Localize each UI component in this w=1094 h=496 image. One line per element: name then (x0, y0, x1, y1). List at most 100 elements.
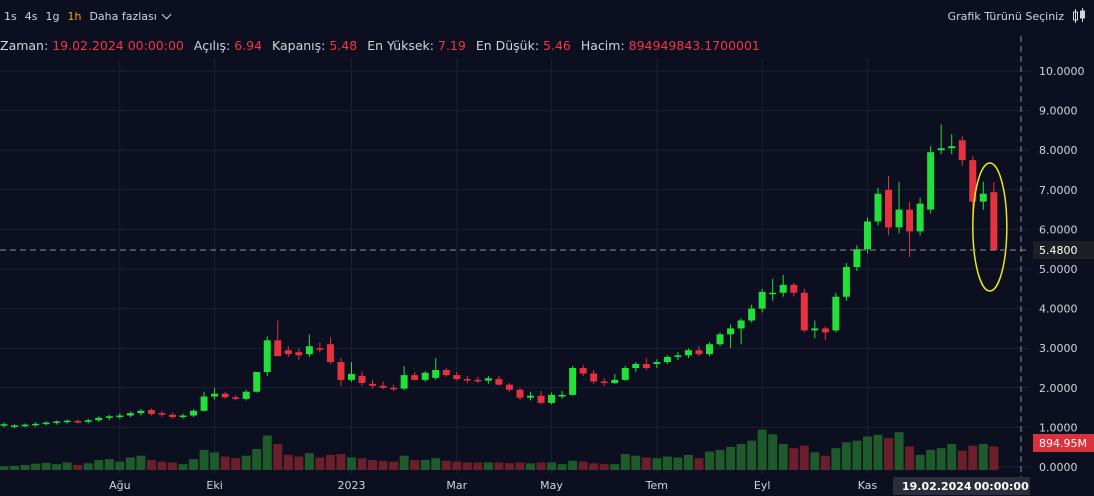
volume-bar (862, 436, 872, 470)
candle-body (263, 340, 271, 372)
volume-bar (873, 434, 883, 470)
candle-body (200, 396, 208, 411)
candle-body (474, 379, 482, 382)
volume-bar (978, 443, 988, 470)
volume-bar (641, 457, 651, 470)
volume-bar (705, 451, 715, 470)
candle-body (737, 320, 745, 329)
candle-body (979, 193, 987, 202)
candle-body (853, 249, 861, 268)
candle-body (727, 328, 735, 335)
candle-body (116, 415, 124, 418)
volume-bar (936, 448, 946, 470)
volume-label: Hacim: (580, 38, 625, 53)
candle-body (842, 267, 850, 297)
candle-body (63, 420, 71, 423)
volume-bar (526, 463, 535, 470)
volume-bar (41, 462, 51, 470)
volume-bar (915, 454, 925, 470)
candle-body (53, 421, 61, 423)
volume-bar (610, 464, 620, 470)
interval-1h[interactable]: 1h (67, 9, 82, 23)
candle-body (906, 209, 914, 232)
y-axis-tick-label: 6.0000 (1039, 223, 1078, 236)
interval-1s[interactable]: 1s (4, 9, 17, 23)
chart-type-selector[interactable]: Grafik Türünü Seçiniz (948, 8, 1086, 24)
volume-bar (557, 464, 567, 470)
y-axis-tick-label: 3.0000 (1039, 342, 1078, 355)
volume-bar (336, 454, 346, 470)
volume-bar (20, 464, 30, 470)
volume-bar (231, 458, 241, 470)
x-axis-tick-label: Ağu (109, 479, 130, 492)
y-axis-tick-label: 5.0000 (1039, 263, 1078, 276)
candle-body (895, 209, 903, 228)
high-label: En Yüksek: (367, 38, 435, 53)
candle-body (137, 410, 145, 414)
crosshair-time-label: 00:00:00 (974, 480, 1029, 493)
volume-bar (831, 448, 841, 470)
candle-body (179, 415, 187, 418)
volume-bar (62, 462, 72, 470)
candle-body (695, 350, 703, 355)
volume-bar (947, 443, 957, 470)
volume-bar (905, 446, 915, 470)
interval-1g[interactable]: 1g (45, 9, 60, 23)
candle-body (684, 350, 692, 356)
volume-bar (589, 463, 599, 470)
volume-bar (283, 454, 293, 470)
interval-4s[interactable]: 4s (24, 9, 38, 23)
candle-body (716, 334, 724, 345)
y-axis-tick-label: 10.0000 (1039, 65, 1085, 78)
volume-bar (378, 460, 388, 470)
candle-body (969, 160, 977, 202)
high-value: 7.19 (438, 38, 466, 53)
x-axis-tick-label: Tem (645, 479, 668, 492)
volume-bar (146, 459, 156, 470)
open-label: Açılış: (193, 38, 231, 53)
volume-value: 894949843.1700001 (628, 38, 760, 53)
candle-body (379, 385, 387, 388)
candle-body (990, 192, 998, 250)
low-label: En Düşük: (475, 38, 540, 53)
candle-body (221, 393, 229, 398)
candle-body (126, 413, 134, 416)
volume-bar (83, 463, 93, 470)
y-axis-tick-label: 8.0000 (1039, 144, 1078, 157)
candle-body (706, 344, 714, 355)
x-axis-tick-label: Mar (446, 479, 467, 492)
candle-body (305, 346, 313, 355)
more-intervals-dropdown[interactable]: Daha fazlası (85, 9, 172, 23)
candle-body (611, 379, 619, 384)
volume-bar (989, 446, 999, 470)
candle-body (832, 296, 840, 331)
last-price-label-bg (1033, 240, 1094, 259)
volume-bar (136, 455, 146, 470)
candlestick-icon (1072, 8, 1086, 24)
volume-bar (273, 443, 283, 470)
top-toolbar: 1s 4s 1g 1h Daha fazlası Grafik Türünü S… (0, 0, 1094, 32)
volume-bar (241, 455, 251, 470)
candle-body (505, 384, 513, 390)
volume-bar (10, 465, 20, 470)
open-value: 6.94 (234, 38, 263, 53)
candle-body (863, 221, 871, 250)
volume-bar (304, 453, 314, 470)
volume-bar (957, 450, 967, 470)
candle-body (105, 416, 113, 418)
volume-bar (125, 457, 135, 470)
candle-body (190, 410, 198, 416)
candle-body (369, 383, 377, 386)
candle-body (495, 379, 503, 385)
volume-bar (715, 449, 725, 470)
candle-body (653, 362, 661, 365)
candle-body (558, 394, 566, 397)
volume-bar (662, 456, 672, 470)
candle-body (390, 387, 398, 390)
candle-body (232, 397, 240, 399)
candle-body (484, 378, 492, 381)
volume-bar (536, 462, 546, 470)
volume-bar (220, 456, 230, 470)
candle-body (769, 292, 777, 295)
